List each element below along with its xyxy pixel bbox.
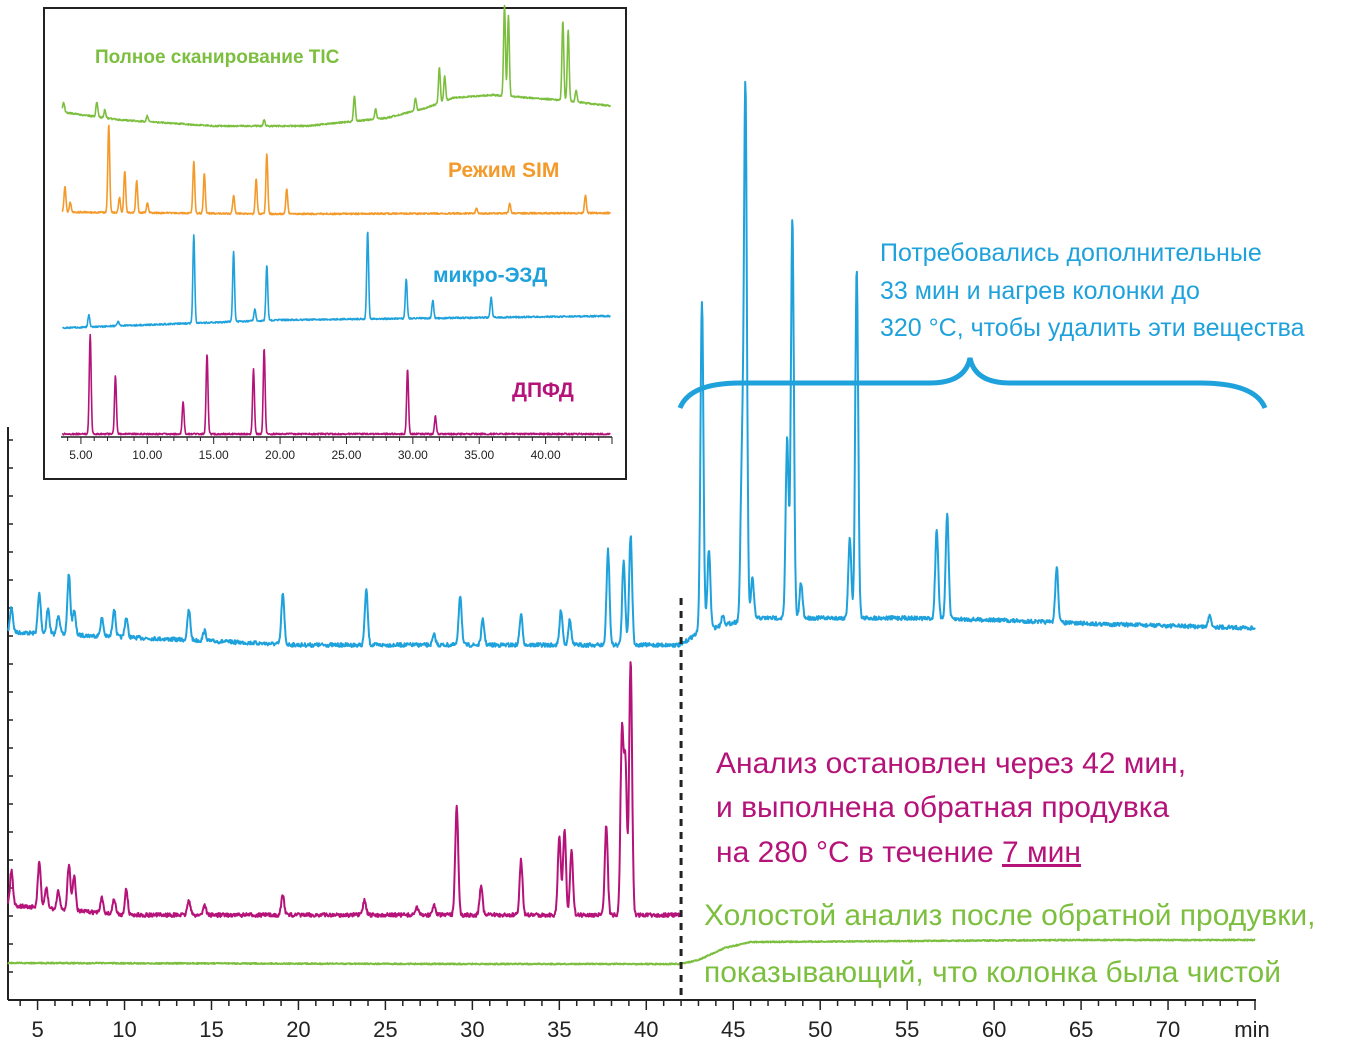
inset-chart: 5.00 10.00 15.00 20.00 25.00 30.00 35.00 40.00 … (43, 4, 627, 480)
inset-x-tick-label: 20.00 (265, 448, 295, 462)
x-tick-label: 15 (199, 1017, 223, 1042)
blue-note-line-2: 33 мин и нагрев колонки до (880, 277, 1200, 305)
green-note-line-2: показывающий, что колонка была чистой (704, 956, 1281, 989)
inset-x-tick-label: 30.00 (398, 448, 428, 462)
inset-x-tick-label: 10.00 (132, 448, 162, 462)
inset-trace-fpd (61, 333, 611, 436)
inset-trace-tic (61, 4, 612, 128)
x-tick-label: 10 (112, 1017, 136, 1042)
x-tick-label: 30 (460, 1017, 484, 1042)
inset-axes: 5.00 10.00 15.00 20.00 25.00 30.00 35.00 40.00 (61, 436, 613, 462)
magenta-note-line-3: на 280 °С в течение 7 мин (716, 836, 1081, 869)
inset-series (61, 4, 612, 436)
inset-frame (43, 7, 627, 480)
inset-trace-sim (61, 124, 611, 216)
x-tick-label: 55 (895, 1017, 919, 1042)
main-trace-green (7, 938, 1256, 966)
x-tick-label: 5 (31, 1017, 43, 1042)
magenta-note-prefix: на 280 °С в течение (716, 836, 1002, 869)
main-trace-blue (7, 80, 1256, 648)
inset-x-tick-label: 40.00 (531, 448, 561, 462)
magenta-note-duration: 7 мин (1002, 836, 1081, 869)
main-axes: 5 10 15 20 25 30 35 40 45 50 55 60 65 70 min (7, 427, 1270, 1042)
x-tick-label: 50 (808, 1017, 832, 1042)
x-tick-label: 35 (547, 1017, 571, 1042)
inset-x-tick-label: 5.00 (69, 448, 93, 462)
inset-x-tick-label: 25.00 (331, 448, 361, 462)
inset-x-tick-label: 15.00 (199, 448, 229, 462)
green-note-line-1: Холостой анализ после обратной продувки, (704, 899, 1315, 932)
x-tick-label: 45 (721, 1017, 745, 1042)
magenta-note-line-1: Анализ остановлен через 42 мин, (716, 747, 1186, 780)
removal-brace (677, 357, 1268, 410)
x-tick-label: 25 (373, 1017, 397, 1042)
x-axis-unit: min (1234, 1017, 1269, 1042)
magenta-note-line-2: и выполнена обратная продувка (716, 791, 1170, 824)
main-trace-magenta (7, 661, 683, 918)
inset-x-tick-label: 35.00 (464, 448, 494, 462)
inset-label-ecd: микро-ЭЗД (433, 264, 547, 287)
x-tick-label: 70 (1156, 1017, 1180, 1042)
x-tick-label: 40 (634, 1017, 658, 1042)
inset-label-fpd: ДПФД (512, 379, 574, 402)
blue-note-line-1: Потребовались дополнительные (880, 239, 1262, 267)
inset-label-sim: Режим SIM (448, 159, 559, 182)
x-tick-label: 20 (286, 1017, 310, 1042)
main-series (7, 80, 1256, 966)
x-tick-label: 60 (982, 1017, 1006, 1042)
inset-trace-ecd (61, 231, 611, 330)
x-tick-label: 65 (1069, 1017, 1093, 1042)
inset-label-tic: Полное сканирование TIC (95, 47, 340, 68)
blue-note-line-3: 320 °С, чтобы удалить эти вещества (880, 314, 1305, 342)
